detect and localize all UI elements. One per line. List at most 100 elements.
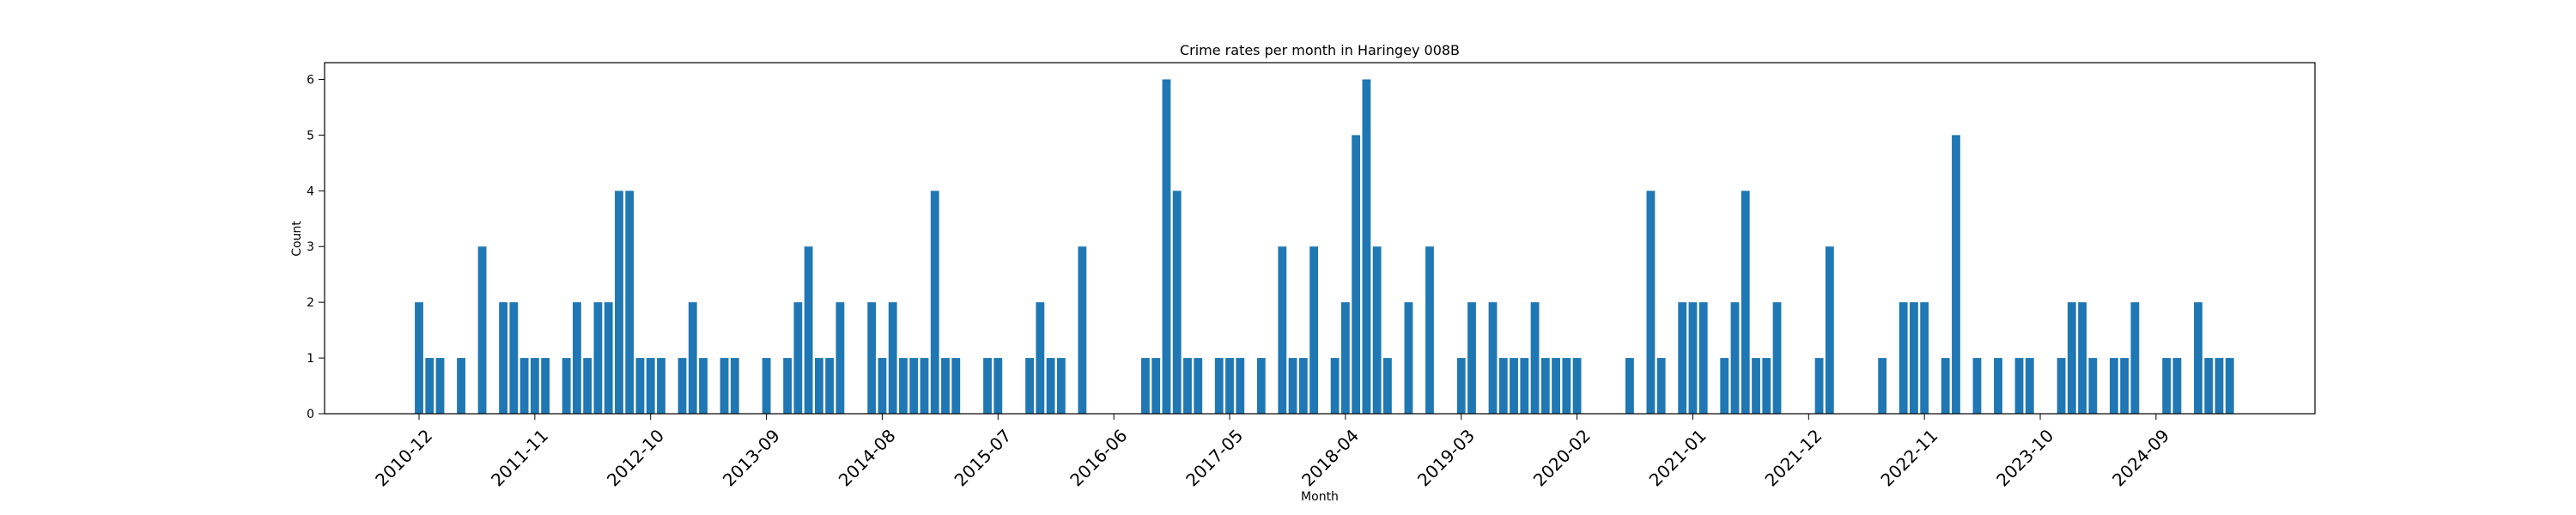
bar-2020-02: [1572, 358, 1582, 414]
bar-2018-12: [1425, 246, 1434, 414]
bar-2014-02: [814, 358, 823, 414]
bar-2017-10: [1278, 246, 1287, 414]
bar-2019-12: [1552, 358, 1560, 414]
bar-2024-06: [2120, 358, 2129, 414]
bar-2012-07: [615, 191, 623, 414]
bar-2012-11: [657, 358, 665, 414]
bar-2025-02: [2204, 358, 2214, 414]
bar-2016-01: [1056, 358, 1066, 414]
bar-2015-01: [930, 191, 939, 414]
bar-2012-04: [583, 358, 592, 414]
bar-2019-03: [1456, 358, 1466, 414]
y-tick-label-3: 3: [307, 240, 314, 254]
bar-2023-01: [1941, 358, 1950, 414]
y-tick-label-1: 1: [307, 352, 314, 366]
bar-2014-07: [867, 302, 877, 414]
chart-title: Crime rates per month in Haringey 008B: [1180, 42, 1460, 58]
bar-2012-05: [593, 302, 603, 414]
bar-2022-10: [1910, 302, 1918, 414]
bar-2011-04: [457, 358, 465, 414]
bar-2022-11: [1920, 302, 1929, 414]
y-axis: 0 1 2 3 4 5 6: [307, 73, 325, 421]
bar-2024-11: [2172, 358, 2182, 414]
bar-2024-10: [2162, 358, 2172, 414]
bar-2015-10: [1025, 358, 1034, 414]
bar-2014-10: [899, 358, 908, 414]
bar-2023-09: [2025, 358, 2034, 414]
bar-2015-07: [993, 358, 1003, 414]
bar-2019-04: [1467, 302, 1476, 414]
bar-2019-06: [1488, 302, 1498, 414]
bar-2023-04: [1972, 358, 1982, 414]
bar-2019-09: [1520, 358, 1529, 414]
bar-2024-02: [2078, 302, 2087, 414]
bar-2014-08: [878, 358, 887, 414]
y-tick-label-5: 5: [307, 129, 314, 142]
bar-2019-07: [1498, 358, 1508, 414]
bar-2011-02: [435, 358, 445, 414]
bar-2014-01: [804, 246, 813, 414]
bar-2025-03: [2215, 358, 2224, 414]
bar-2015-02: [941, 358, 950, 414]
bar-2014-09: [888, 302, 897, 414]
bar-2024-07: [2130, 302, 2140, 414]
bar-2017-05: [1225, 358, 1234, 414]
bar-2025-04: [2225, 358, 2234, 414]
bar-2013-01: [677, 358, 687, 414]
bar-2014-12: [920, 358, 929, 414]
bar-2013-09: [762, 358, 771, 414]
bar-2017-01: [1183, 358, 1192, 414]
bar-2011-06: [477, 246, 487, 414]
bar-2012-02: [562, 358, 571, 414]
bar-2020-09: [1646, 191, 1656, 414]
bar-2018-04: [1340, 302, 1350, 414]
bar-2011-08: [499, 302, 507, 414]
bar-2023-02: [1952, 135, 1960, 414]
bar-2010-12: [415, 302, 423, 414]
bar-2022-01: [1814, 358, 1824, 414]
bar-2013-06: [730, 358, 739, 414]
bar-2024-01: [2067, 302, 2076, 414]
bar-2019-08: [1510, 358, 1518, 414]
bar-2021-04: [1720, 358, 1729, 414]
bar-2016-03: [1078, 246, 1087, 414]
bar-2023-12: [2057, 358, 2066, 414]
bar-2022-02: [1825, 246, 1834, 414]
bar-2022-09: [1899, 302, 1908, 414]
bar-2012-06: [604, 302, 613, 414]
bar-2017-08: [1256, 358, 1266, 414]
bar-2021-01: [1688, 302, 1698, 414]
bar-2021-09: [1772, 302, 1782, 414]
bar-2011-12: [541, 358, 550, 414]
bar-2017-06: [1236, 358, 1245, 414]
bar-2021-07: [1752, 358, 1760, 414]
y-tick-label-0: 0: [307, 408, 314, 421]
bar-2015-11: [1036, 302, 1045, 414]
bar-2013-12: [793, 302, 803, 414]
bar-2021-08: [1762, 358, 1771, 414]
bar-2012-10: [646, 358, 655, 414]
bar-2017-12: [1298, 358, 1308, 414]
plot-area-frame: [324, 62, 2316, 415]
bar-2014-11: [909, 358, 919, 414]
bar-2018-03: [1330, 358, 1340, 414]
bar-2023-06: [1994, 358, 2002, 414]
bar-2018-10: [1404, 302, 1413, 414]
bar-2019-10: [1530, 302, 1540, 414]
bar-2020-12: [1678, 302, 1687, 414]
bar-2013-03: [699, 358, 708, 414]
bar-2015-03: [951, 358, 961, 414]
bar-2021-02: [1698, 302, 1708, 414]
bar-2016-10: [1151, 358, 1161, 414]
bar-2011-10: [519, 358, 529, 414]
bar-2017-11: [1288, 358, 1297, 414]
bar-2016-11: [1162, 79, 1171, 414]
bar-2020-07: [1625, 358, 1634, 414]
x-axis-label: Month: [1301, 490, 1339, 504]
bar-2013-02: [688, 302, 697, 414]
bar-2012-09: [635, 358, 645, 414]
bar-2013-05: [720, 358, 729, 414]
bar-2018-06: [1362, 79, 1371, 414]
